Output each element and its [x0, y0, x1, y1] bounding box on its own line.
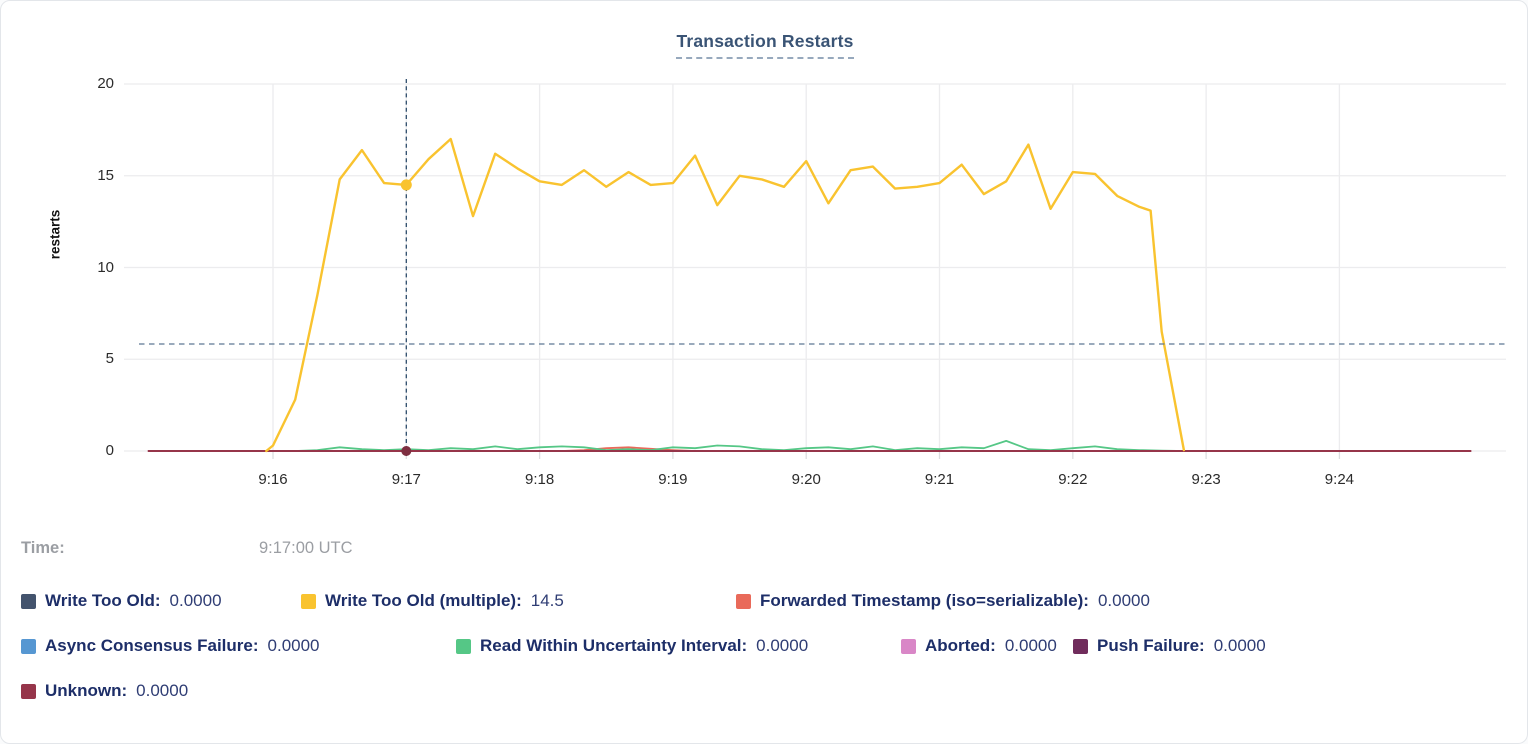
aborted-swatch-icon: [901, 638, 916, 654]
legend-value: 14.5: [530, 591, 564, 610]
legend-item-forwarded-timestamp[interactable]: Forwarded Timestamp (iso=serializable): …: [736, 591, 1150, 611]
legend-item-aborted[interactable]: Aborted: 0.0000: [901, 636, 1057, 656]
legend-value: 0.0000: [1097, 591, 1150, 610]
legend-value: 0.0000: [1213, 636, 1266, 655]
x-tick-label: 9:16: [258, 471, 288, 488]
y-tick-label: 15: [97, 166, 114, 184]
y-tick-label: 5: [105, 350, 114, 368]
legend-row-1: Write Too Old: 0.0000 Write Too Old (mul…: [1, 585, 1527, 630]
hover-time-value: 9:17:00 UTC: [259, 539, 353, 557]
legend-item-async-consensus-failure[interactable]: Async Consensus Failure: 0.0000: [21, 636, 320, 656]
forwarded-timestamp-swatch-icon: [736, 593, 751, 609]
x-tick-label: 9:23: [1191, 471, 1221, 488]
legend-value: 0.0000: [267, 636, 320, 655]
hover-time-label: Time:: [21, 539, 65, 557]
x-tick-label: 9:22: [1058, 471, 1088, 488]
chart-title[interactable]: Transaction Restarts: [676, 31, 854, 59]
legend-label: Read Within Uncertainty Interval:: [480, 636, 748, 655]
push-failure-swatch-icon: [1073, 638, 1088, 654]
x-tick-label: 9:20: [791, 471, 821, 488]
y-tick-label: 20: [97, 75, 114, 92]
legend-label: Write Too Old (multiple):: [325, 591, 522, 610]
x-tick-label: 9:18: [524, 471, 555, 488]
legend-item-read-within-uncertainty[interactable]: Read Within Uncertainty Interval: 0.0000: [456, 636, 808, 656]
unknown-swatch-icon: [21, 683, 36, 699]
hover-readout-panel: Time: 9:17:00 UTC: [1, 539, 1527, 569]
write-too-old-swatch-icon: [21, 593, 36, 609]
write-too-old-multiple-swatch-icon: [301, 593, 316, 609]
legend-row-3: Unknown: 0.0000: [1, 675, 1527, 720]
legend-item-write-too-old[interactable]: Write Too Old: 0.0000: [21, 591, 222, 611]
x-tick-label: 9:24: [1324, 471, 1355, 488]
legend-value: 0.0000: [1004, 636, 1057, 655]
legend-label: Async Consensus Failure:: [45, 636, 259, 655]
x-tick-label: 9:19: [658, 471, 688, 488]
legend-label: Unknown:: [45, 681, 128, 700]
legend-item-unknown[interactable]: Unknown: 0.0000: [21, 681, 188, 701]
legend-row-2: Async Consensus Failure: 0.0000 Read Wit…: [1, 630, 1527, 675]
legend-value: 0.0000: [756, 636, 809, 655]
legend-item-write-too-old-multiple[interactable]: Write Too Old (multiple): 14.5: [301, 591, 564, 611]
chart-area[interactable]: Transaction Restarts restarts 0 5 10 15 20 9…: [1, 1, 1528, 531]
read-within-uncertainty-swatch-icon: [456, 638, 471, 654]
legend-label: Push Failure:: [1097, 636, 1205, 655]
chart-title-row: Transaction Restarts: [1, 31, 1527, 59]
async-consensus-failure-swatch-icon: [21, 638, 36, 654]
x-tick-label: 9:17: [391, 471, 421, 488]
legend: Write Too Old: 0.0000 Write Too Old (mul…: [1, 585, 1527, 720]
x-tick-label: 9:21: [924, 471, 955, 488]
legend-label: Write Too Old:: [45, 591, 161, 610]
y-tick-label: 0: [105, 442, 114, 459]
chart-plot[interactable]: [1, 1, 1528, 531]
hover-time-row: Time: 9:17:00 UTC: [1, 539, 1527, 569]
y-tick-label: 10: [97, 258, 114, 276]
legend-value: 0.0000: [136, 681, 189, 700]
legend-item-push-failure[interactable]: Push Failure: 0.0000: [1073, 636, 1266, 656]
legend-label: Aborted:: [925, 636, 996, 655]
legend-label: Forwarded Timestamp (iso=serializable):: [760, 591, 1089, 610]
legend-value: 0.0000: [169, 591, 222, 610]
